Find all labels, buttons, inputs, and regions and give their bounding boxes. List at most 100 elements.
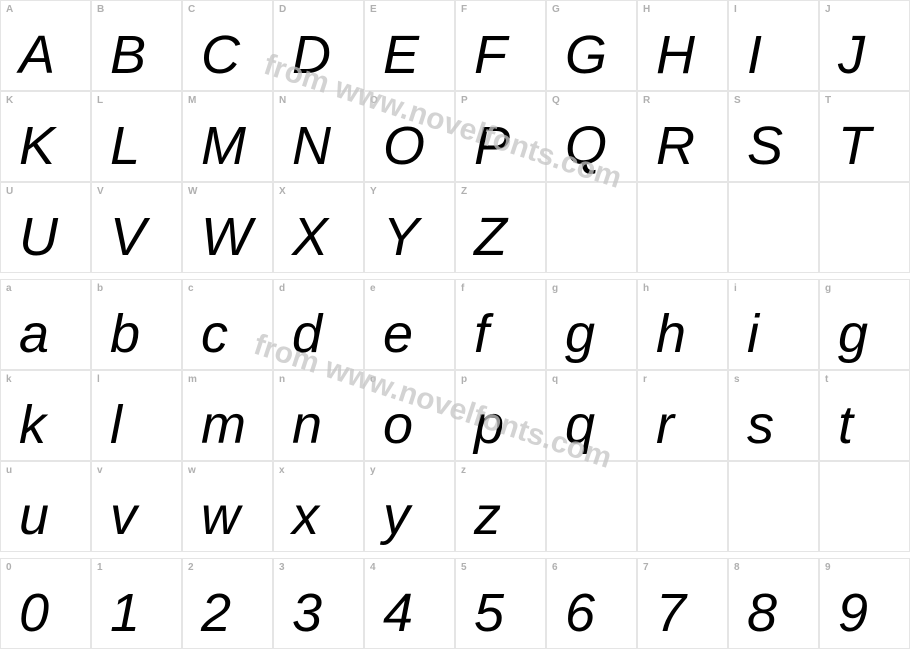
glyph-cell: bb	[91, 279, 182, 370]
cell-label: 4	[370, 562, 376, 573]
cell-glyph: p	[474, 398, 504, 452]
cell-label: r	[643, 374, 647, 385]
cell-glyph: U	[19, 210, 58, 264]
cell-label: 6	[552, 562, 558, 573]
glyph-cell: PP	[455, 91, 546, 182]
cell-label: A	[6, 4, 13, 15]
glyph-cell: OO	[364, 91, 455, 182]
cell-glyph: 4	[383, 586, 413, 640]
cell-glyph: Q	[565, 119, 607, 173]
cell-label: 9	[825, 562, 831, 573]
cell-label: 8	[734, 562, 740, 573]
cell-glyph: E	[383, 28, 419, 82]
cell-label: G	[552, 4, 560, 15]
cell-glyph: 9	[838, 586, 868, 640]
glyph-cell: JJ	[819, 0, 910, 91]
cell-glyph: Y	[383, 210, 419, 264]
glyph-cell: dd	[273, 279, 364, 370]
glyph-cell	[546, 461, 637, 552]
cell-label: b	[97, 283, 103, 294]
glyph-cell: 00	[0, 558, 91, 649]
glyph-cell: rr	[637, 370, 728, 461]
cell-label: s	[734, 374, 740, 385]
cell-glyph: N	[292, 119, 331, 173]
glyph-cell: KK	[0, 91, 91, 182]
glyph-cell: hh	[637, 279, 728, 370]
cell-glyph: A	[19, 28, 55, 82]
cell-glyph: M	[201, 119, 246, 173]
glyph-cell: pp	[455, 370, 546, 461]
glyph-cell: ee	[364, 279, 455, 370]
glyph-cell: TT	[819, 91, 910, 182]
cell-label: e	[370, 283, 376, 294]
cell-label: w	[188, 465, 196, 476]
cell-label: Z	[461, 186, 467, 197]
glyph-cell: 66	[546, 558, 637, 649]
cell-label: f	[461, 283, 464, 294]
glyph-cell: GG	[546, 0, 637, 91]
glyph-cell: vv	[91, 461, 182, 552]
cell-label: Q	[552, 95, 560, 106]
cell-label: n	[279, 374, 285, 385]
cell-label: U	[6, 186, 13, 197]
glyph-cell: gg	[546, 279, 637, 370]
cell-glyph: q	[565, 398, 595, 452]
glyph-cell: uu	[0, 461, 91, 552]
cell-label: C	[188, 4, 195, 15]
cell-glyph: g	[565, 307, 595, 361]
cell-glyph: r	[656, 398, 674, 452]
glyph-cell: DD	[273, 0, 364, 91]
glyph-cell: 55	[455, 558, 546, 649]
cell-label: u	[6, 465, 12, 476]
glyph-cell: VV	[91, 182, 182, 273]
glyph-cell: MM	[182, 91, 273, 182]
cell-label: 5	[461, 562, 467, 573]
glyph-cell: 22	[182, 558, 273, 649]
cell-glyph: V	[110, 210, 146, 264]
cell-glyph: 1	[110, 586, 140, 640]
cell-glyph: t	[838, 398, 853, 452]
glyph-cell: FF	[455, 0, 546, 91]
glyph-cell: XX	[273, 182, 364, 273]
glyph-cell: 88	[728, 558, 819, 649]
cell-glyph: K	[19, 119, 55, 173]
cell-label: P	[461, 95, 468, 106]
cell-label: c	[188, 283, 194, 294]
cell-glyph: z	[474, 489, 501, 543]
cell-glyph: I	[747, 28, 762, 82]
cell-label: W	[188, 186, 197, 197]
cell-label: X	[279, 186, 286, 197]
cell-label: i	[734, 283, 737, 294]
cell-label: a	[6, 283, 12, 294]
lowercase-row: uuvvwwxxyyzz	[0, 461, 911, 552]
cell-label: H	[643, 4, 650, 15]
cell-glyph: u	[19, 489, 49, 543]
glyph-cell: qq	[546, 370, 637, 461]
cell-glyph: x	[292, 489, 319, 543]
cell-label: 0	[6, 562, 12, 573]
cell-glyph: o	[383, 398, 413, 452]
lowercase-row: kkllmmnnooppqqrrsstt	[0, 370, 911, 461]
glyph-cell: mm	[182, 370, 273, 461]
cell-glyph: O	[383, 119, 425, 173]
cell-label: B	[97, 4, 104, 15]
character-grid: AABBCCDDEEFFGGHHIIJJKKLLMMNNOOPPQQRRSSTT…	[0, 0, 911, 649]
cell-label: m	[188, 374, 197, 385]
glyph-cell: HH	[637, 0, 728, 91]
glyph-cell: ss	[728, 370, 819, 461]
cell-glyph: C	[201, 28, 240, 82]
cell-label: z	[461, 465, 466, 476]
font-specimen-container: AABBCCDDEEFFGGHHIIJJKKLLMMNNOOPPQQRRSSTT…	[0, 0, 911, 668]
cell-glyph: n	[292, 398, 322, 452]
cell-label: Y	[370, 186, 377, 197]
cell-glyph: w	[201, 489, 240, 543]
glyph-cell: NN	[273, 91, 364, 182]
glyph-cell: gg	[819, 279, 910, 370]
cell-label: 3	[279, 562, 285, 573]
cell-glyph: X	[292, 210, 328, 264]
glyph-cell: SS	[728, 91, 819, 182]
cell-label: E	[370, 4, 377, 15]
cell-label: y	[370, 465, 376, 476]
cell-glyph: i	[747, 307, 759, 361]
uppercase-row: KKLLMMNNOOPPQQRRSSTT	[0, 91, 911, 182]
